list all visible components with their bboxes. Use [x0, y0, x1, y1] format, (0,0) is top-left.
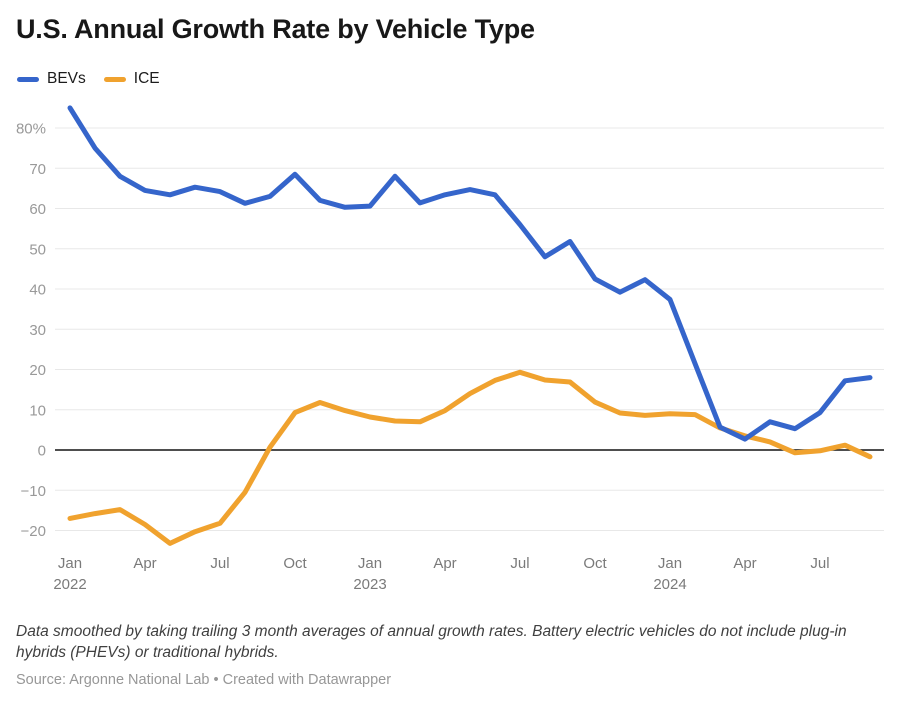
- y-tick-label: −20: [21, 523, 46, 540]
- y-tick-label: 40: [29, 282, 46, 299]
- y-tick-label: 20: [29, 362, 46, 379]
- y-tick-label: 0: [38, 443, 46, 460]
- x-tick-label: Jul: [510, 555, 529, 572]
- x-tick-label: Oct: [583, 555, 607, 572]
- y-tick-label: 30: [29, 322, 46, 339]
- bevs-line: [67, 105, 873, 442]
- x-tick-label: Oct: [283, 555, 307, 572]
- x-tick-year-label: 2024: [653, 576, 686, 593]
- x-tick-label: Apr: [433, 555, 456, 572]
- y-tick-label: 60: [29, 201, 46, 218]
- x-tick-label: Jan: [358, 555, 382, 572]
- x-axis-labels: Jan 2022 Apr Jul Oct Jan 2023 Apr Jul Oct Jan 2024 A…: [53, 555, 829, 593]
- chart-footnote: Data smoothed by taking trailing 3 month…: [16, 623, 847, 661]
- y-axis-labels: 80% 70 60 50 40 30 20 10 0 −10 −20: [16, 121, 46, 541]
- legend-label-ice: ICE: [133, 70, 160, 87]
- y-tick-label: 70: [29, 161, 46, 178]
- y-tick-label: 10: [29, 402, 46, 419]
- bevs-line-swatch-icon: [17, 76, 39, 82]
- ice-line: [67, 369, 873, 546]
- x-tick-label: Jan: [58, 555, 82, 572]
- y-tick-label: 80%: [16, 121, 46, 138]
- legend-item-bevs: BEVs: [17, 70, 86, 88]
- ice-line-swatch-icon: [103, 76, 126, 82]
- chart-source-attribution: Source: Argonne National Lab • Created w…: [16, 672, 392, 688]
- chart-legend: BEVs ICE: [17, 70, 160, 88]
- x-tick-year-label: 2023: [353, 576, 386, 593]
- y-tick-label: 50: [29, 241, 46, 258]
- y-tick-label: −10: [21, 483, 46, 500]
- x-tick-label: Apr: [733, 555, 756, 572]
- x-tick-label: Jul: [210, 555, 229, 572]
- x-tick-label: Apr: [133, 555, 156, 572]
- chart-title: U.S. Annual Growth Rate by Vehicle Type: [16, 14, 535, 44]
- x-tick-year-label: 2022: [53, 576, 86, 593]
- x-tick-label: Jul: [810, 555, 829, 572]
- x-tick-label: Jan: [658, 555, 682, 572]
- legend-label-bevs: BEVs: [47, 70, 86, 87]
- legend-item-ice: ICE: [103, 70, 160, 88]
